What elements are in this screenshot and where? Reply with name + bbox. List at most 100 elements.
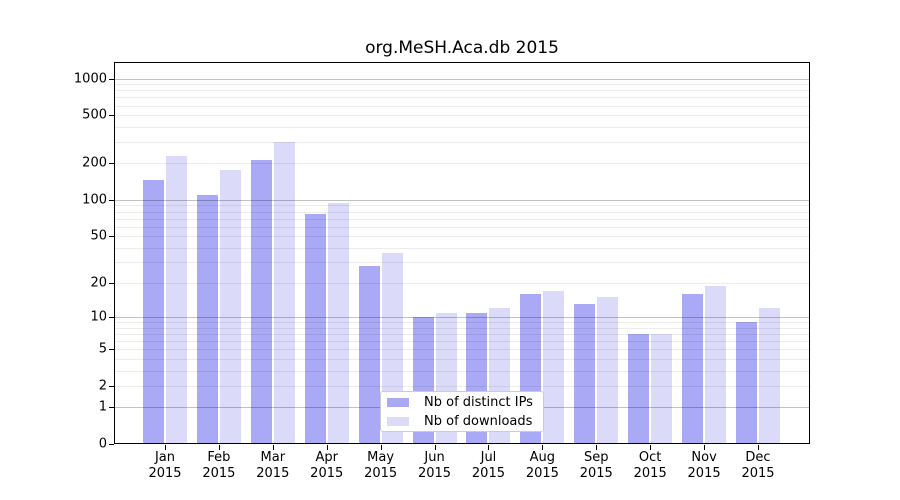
y-tick-label: 1 [98,399,107,415]
x-tick-mark [650,445,652,450]
gridline-minor [114,211,810,213]
x-tick-year: 2015 [364,466,398,481]
y-tick-mark [109,78,114,80]
y-tick-label: 10 [90,309,107,325]
x-tick-mark [326,445,328,450]
gridline-minor [114,333,810,335]
y-tick-mark [109,282,114,284]
gridline-minor [114,341,810,343]
bar-downloads [327,203,349,444]
y-tick-label: 0 [98,436,107,452]
legend-swatch-downloads [387,416,409,426]
x-tick-mark [757,445,759,450]
x-tick-mark [434,445,436,450]
gridline-minor [114,126,810,128]
bar-downloads [758,308,780,444]
bar-distinct-ips [358,265,380,444]
legend-label-downloads: Nb of downloads [424,413,533,429]
y-tick-mark [109,349,114,351]
x-tick-year: 2015 [417,466,452,481]
x-tick-mark [542,445,544,450]
x-tick-label: Dec 2015 [728,450,788,482]
bar-downloads [705,285,727,444]
bar-distinct-ips [304,214,326,444]
gridline-minor [114,327,810,329]
x-tick-mark [218,445,220,450]
y-tick-label: 5 [98,341,107,357]
x-tick-year: 2015 [310,466,344,481]
bar-downloads [273,141,295,444]
gridline-minor [114,97,810,99]
gridline-minor [114,84,810,86]
bar-distinct-ips [143,180,164,444]
bar-downloads [543,291,565,444]
x-tick-year: 2015 [741,466,775,481]
x-tick-label: Feb 2015 [189,450,249,482]
x-tick-label: Oct 2015 [620,450,680,482]
bar-downloads [166,156,187,444]
x-tick-year: 2015 [148,466,182,481]
gridline-major [114,199,810,201]
x-tick-label: Apr 2015 [297,450,357,482]
bar-downloads [219,170,241,444]
gridline-major [114,317,810,319]
x-tick-mark [704,445,706,450]
x-tick-label: Sep 2015 [566,450,626,482]
x-tick-label: Jul 2015 [458,450,518,482]
bar-downloads [651,333,673,444]
y-tick-mark [109,236,114,237]
gridline-minor [114,322,810,324]
legend: Nb of distinct IPs Nb of downloads [380,391,544,432]
x-tick-label: May 2015 [351,450,411,482]
gridline-minor [114,247,810,249]
x-tick-year: 2015 [471,466,505,481]
x-tick-label: Aug 2015 [512,450,572,482]
y-tick-mark [109,115,114,117]
gridline-minor [114,218,810,220]
bar-distinct-ips [574,304,596,444]
y-tick-mark [109,444,114,445]
y-tick-mark [109,317,114,319]
x-tick-year: 2015 [202,466,236,481]
x-tick-label: Nov 2015 [674,450,734,482]
x-tick-year: 2015 [687,466,721,481]
x-tick-label: Mar 2015 [243,450,303,482]
y-tick-mark [109,199,114,201]
y-tick-label: 1000 [73,71,107,87]
y-tick-mark [109,163,114,165]
gridline-minor [114,90,810,92]
gridline-minor [114,282,810,284]
legend-entry-distinct-ips: Nb of distinct IPs [387,395,543,410]
y-tick-label: 200 [82,155,107,171]
gridline-minor [114,115,810,117]
gridline-minor [114,163,810,165]
y-tick-label: 50 [90,228,107,244]
gridline-minor [114,385,810,387]
bar-distinct-ips [682,294,704,444]
y-tick-label: 500 [82,107,107,123]
x-tick-year: 2015 [579,466,613,481]
gridline-major [114,78,810,80]
gridline-minor [114,105,810,107]
y-tick-label: 20 [90,275,107,291]
x-tick-year: 2015 [525,466,559,481]
x-tick-mark [165,445,166,450]
bar-distinct-ips [628,333,650,444]
gridline-minor [114,370,810,372]
x-tick-mark [488,445,490,450]
x-tick-year: 2015 [256,466,290,481]
x-tick-mark [380,445,382,450]
gridline-minor [114,226,810,228]
x-tick-mark [272,445,274,450]
bar-distinct-ips [735,322,757,444]
y-tick-mark [109,407,114,409]
gridline-minor [114,358,810,360]
x-tick-mark [596,445,598,450]
gridline-minor [114,349,810,351]
bar-downloads [597,297,619,444]
y-tick-label: 2 [98,378,107,394]
x-tick-label: Jan 2015 [135,450,195,482]
gridline-minor [114,205,810,207]
x-tick-label: Jun 2015 [405,450,465,482]
